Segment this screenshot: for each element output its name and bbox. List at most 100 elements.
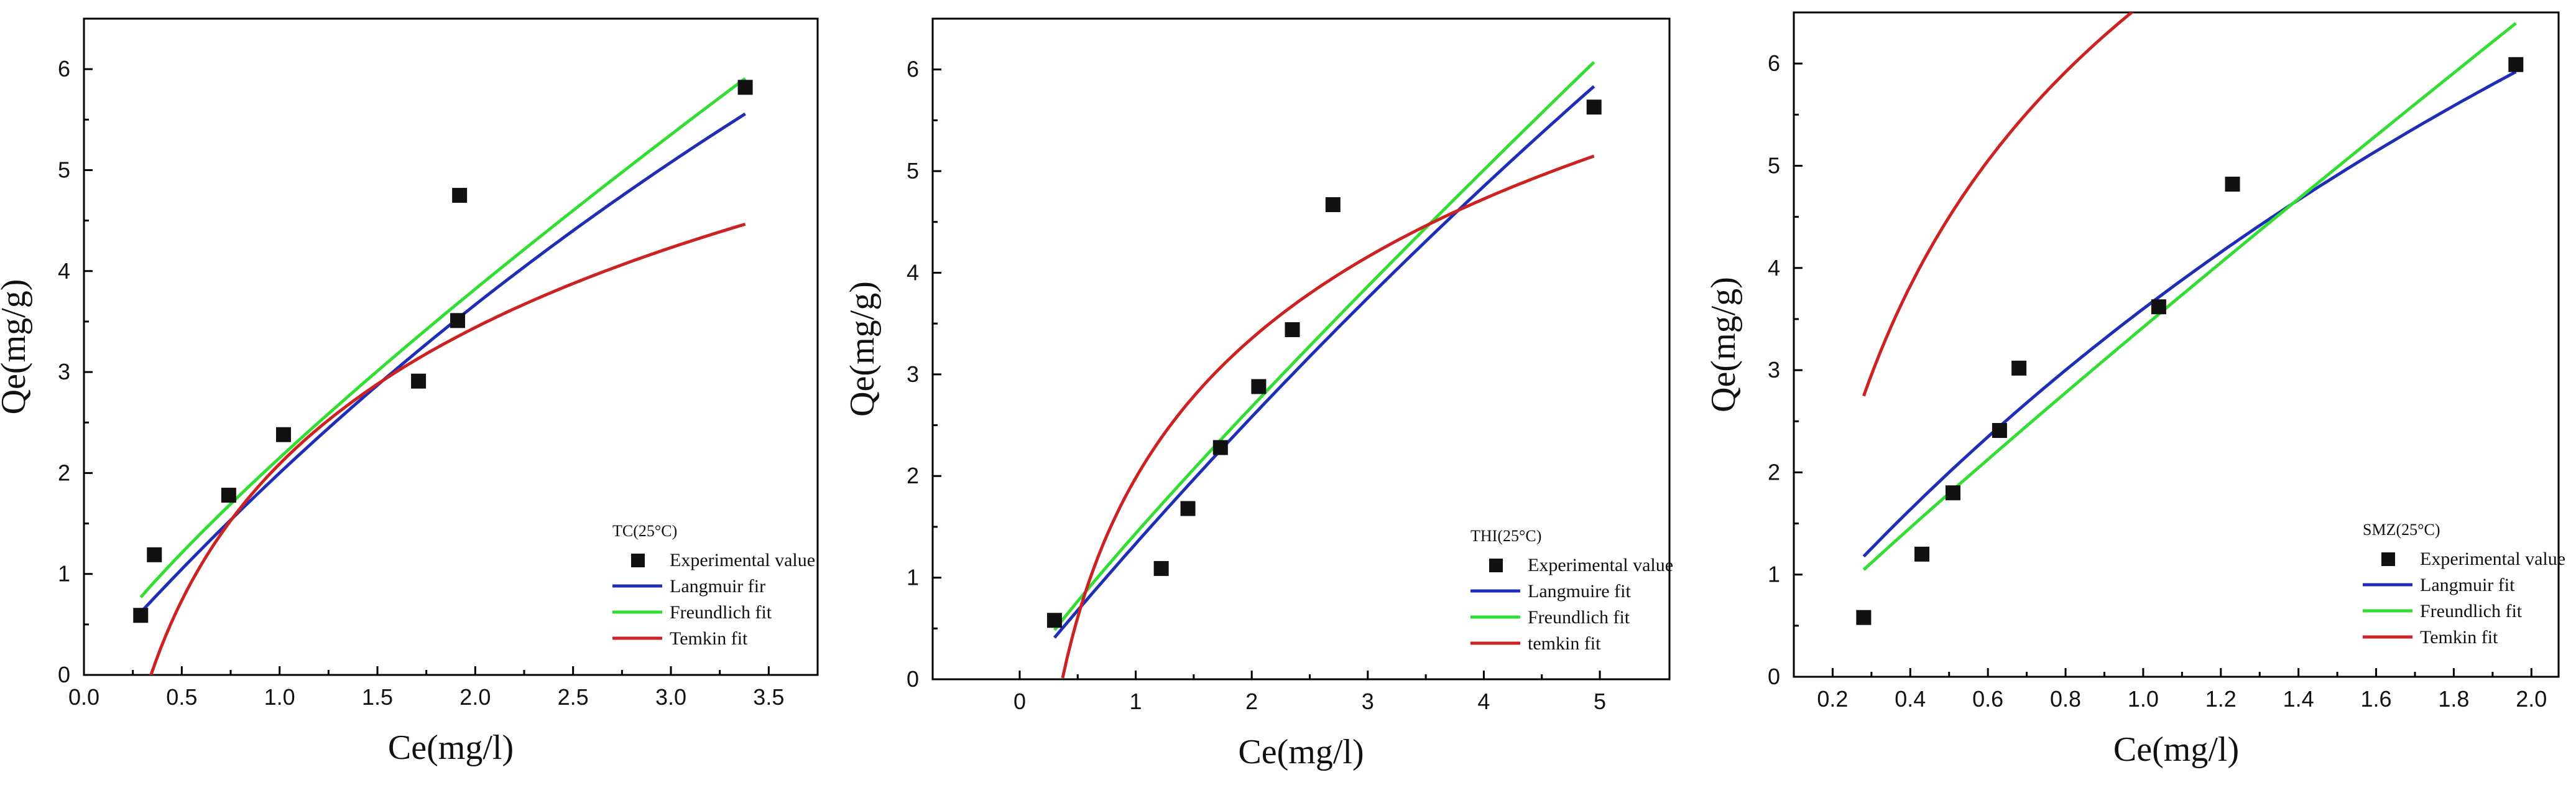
- chart-panel-2: 0 1 2 3 4 5 0 1 2 3 4 5 6 Ce(mg/l) Qe(mg/g) THI(25°C) Ex…: [843, 17, 1673, 771]
- legend-entry-points: Experimental value: [670, 550, 815, 570]
- data-point: [1180, 501, 1196, 516]
- legend-marker-points: [2381, 552, 2395, 566]
- x-tick-label: 0.6: [1972, 686, 2003, 712]
- y-tick-label: 3: [907, 361, 919, 387]
- x-tick-label: 3.5: [753, 684, 784, 710]
- y-tick-label: 5: [907, 158, 919, 184]
- y-tick-label: 6: [58, 56, 70, 81]
- x-tick-label: 4: [1477, 689, 1490, 714]
- legend-entry-temkin: Temkin fit: [2420, 627, 2498, 648]
- fit-line-temkin: [149, 223, 746, 675]
- y-tick-label: 6: [1768, 50, 1780, 76]
- x-axis-title: Ce(mg/l): [1238, 733, 1364, 771]
- data-point: [1914, 546, 1930, 562]
- data-point: [1586, 100, 1602, 115]
- x-tick-label: 1.8: [2438, 686, 2469, 712]
- y-tick-label: 5: [1768, 152, 1780, 178]
- y-axis-title: Qe(mg/g): [843, 281, 882, 417]
- legend-entry-langmuir: Langmuire fit: [1528, 581, 1631, 602]
- x-tick-label: 0: [1013, 689, 1026, 714]
- fit-line-langmuir: [1053, 85, 1595, 639]
- data-point: [450, 313, 466, 328]
- y-tick-label: 4: [58, 258, 70, 284]
- data-point: [275, 427, 291, 442]
- x-tick-label: 2.0: [2516, 686, 2547, 712]
- y-tick-label: 0: [58, 662, 70, 687]
- x-tick-label: 0.8: [2050, 686, 2081, 712]
- legend-marker-points: [1489, 559, 1503, 572]
- data-point: [1945, 485, 1960, 501]
- data-point: [1046, 613, 1062, 628]
- y-tick-label: 2: [907, 463, 919, 488]
- chart-panel-3: 0.2 0.4 0.6 0.8 1.0 1.2 1.4 1.6 1.8 2.0 0 1 2 3 4 5 6 Ce(…: [1704, 11, 2565, 769]
- data-point: [411, 373, 427, 389]
- y-tick-label: 6: [907, 57, 919, 82]
- y-tick-label: 1: [907, 565, 919, 590]
- x-tick-label: 0.2: [1817, 686, 1848, 712]
- legend-entry-freundlich: Freundlich fit: [2420, 601, 2523, 621]
- x-tick-label: 1: [1130, 689, 1142, 714]
- legend-entry-temkin: Temkin fit: [670, 628, 748, 649]
- x-axis-title: Ce(mg/l): [388, 728, 514, 767]
- plot-frame: [1793, 11, 2560, 678]
- x-tick-label: 1.0: [2128, 686, 2159, 712]
- legend-entry-freundlich: Freundlich fit: [1528, 607, 1630, 628]
- data-point: [1856, 610, 1872, 625]
- fit-line-freundlich: [1862, 22, 2517, 571]
- data-point: [221, 488, 236, 503]
- legend-title: TC(25°C): [612, 522, 677, 540]
- legend-entry-langmuir: Langmuir fir: [670, 576, 765, 597]
- fit-line-freundlich: [139, 77, 747, 598]
- legend-marker-points: [631, 554, 645, 567]
- x-tick-label: 1.4: [2283, 686, 2314, 712]
- data-point: [2508, 57, 2524, 72]
- data-point: [452, 188, 468, 203]
- data-point: [1285, 322, 1300, 337]
- x-tick-label: 3.0: [655, 684, 686, 710]
- legend-entry-points: Experimental value: [2420, 549, 2565, 569]
- legend-entry-freundlich: Freundlich fit: [670, 602, 772, 623]
- data-point: [1212, 440, 1228, 455]
- y-axis-title: Qe(mg/g): [1704, 277, 1743, 412]
- legend-title: THI(25°C): [1470, 527, 1541, 545]
- x-tick-label: 0.4: [1895, 686, 1926, 712]
- x-tick-label: 1.0: [264, 684, 295, 710]
- y-axis-title: Qe(mg/g): [0, 279, 33, 415]
- x-tick-label: 2.0: [459, 684, 491, 710]
- data-point: [1992, 423, 2007, 439]
- legend-entry-points: Experimental value: [1528, 555, 1673, 575]
- y-tick-label: 1: [1768, 562, 1780, 587]
- y-tick-label: 3: [58, 359, 70, 384]
- y-tick-label: 4: [1768, 255, 1780, 281]
- x-tick-label: 1.5: [362, 684, 393, 710]
- y-tick-label: 2: [58, 460, 70, 485]
- legend-entry-temkin: temkin fit: [1528, 633, 1601, 654]
- y-tick-label: 0: [1768, 664, 1780, 689]
- data-point: [133, 608, 149, 623]
- x-tick-label: 2.5: [558, 684, 589, 710]
- x-tick-label: 5: [1594, 689, 1606, 714]
- fit-line-temkin: [1061, 154, 1595, 679]
- data-point: [147, 547, 162, 562]
- x-tick-label: 2: [1245, 689, 1258, 714]
- x-tick-label: 0.0: [68, 684, 99, 710]
- y-tick-label: 3: [1768, 357, 1780, 383]
- fit-line-temkin: [1862, 12, 2135, 397]
- y-tick-label: 1: [58, 561, 70, 587]
- data-point: [2225, 177, 2240, 192]
- data-point: [1325, 197, 1341, 212]
- y-tick-label: 0: [907, 666, 919, 692]
- data-point: [2011, 360, 2027, 376]
- x-tick-label: 1.6: [2361, 686, 2392, 712]
- y-tick-label: 5: [58, 157, 70, 182]
- fit-line-langmuir: [1862, 70, 2517, 558]
- data-point: [1251, 379, 1267, 394]
- plot-frame: [83, 17, 819, 676]
- y-tick-label: 4: [907, 259, 919, 285]
- legend-entry-langmuir: Langmuir fit: [2420, 575, 2515, 595]
- data-point: [2151, 299, 2166, 315]
- data-point: [737, 80, 753, 95]
- legend-title: SMZ(25°C): [2363, 521, 2440, 539]
- fit-line-langmuir: [139, 112, 746, 614]
